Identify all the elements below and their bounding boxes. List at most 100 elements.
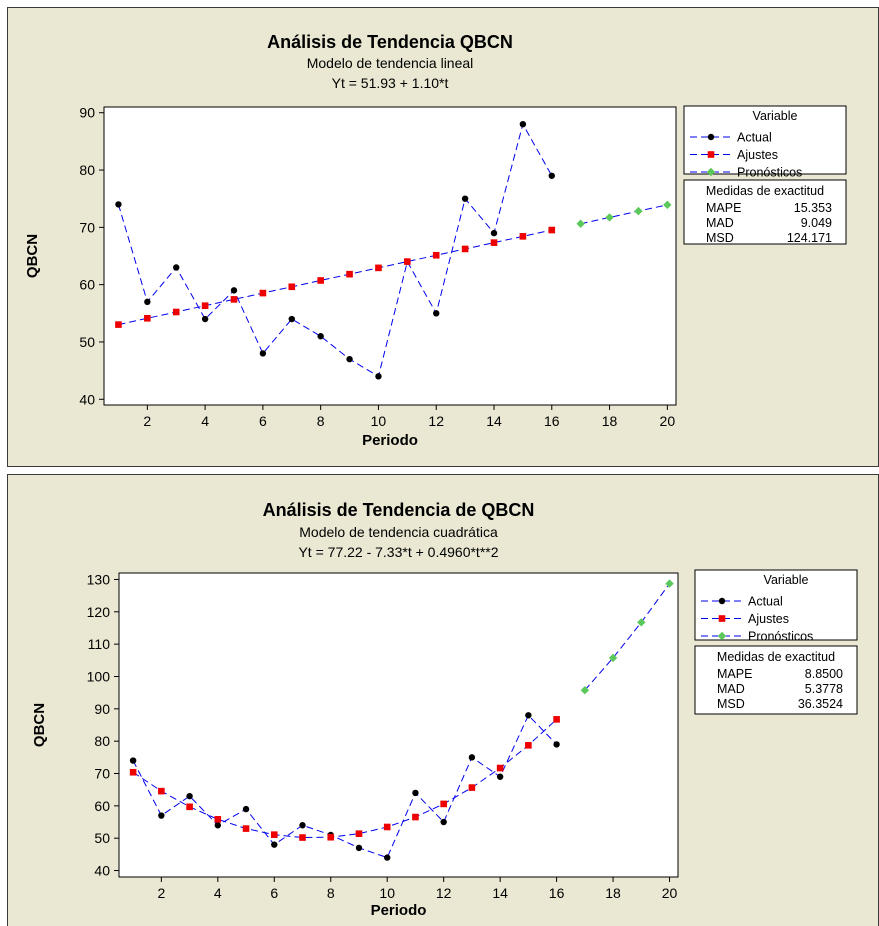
accuracy-value: 15.353 bbox=[794, 201, 832, 215]
data-point bbox=[271, 841, 278, 848]
data-point bbox=[288, 315, 295, 323]
chart-title: Análisis de Tendencia de QBCN bbox=[263, 500, 535, 520]
accuracy-label: MAD bbox=[717, 682, 745, 696]
x-tick-label: 8 bbox=[327, 885, 335, 901]
data-point bbox=[346, 270, 353, 278]
x-axis-label: Periodo bbox=[362, 432, 418, 449]
legend-marker-square bbox=[707, 151, 715, 158]
x-tick-label: 18 bbox=[605, 885, 621, 901]
x-tick-label: 14 bbox=[492, 885, 508, 901]
data-point bbox=[412, 789, 419, 797]
accuracy-title: Medidas de exactitud bbox=[706, 184, 824, 198]
data-point bbox=[404, 258, 411, 265]
x-tick-label: 14 bbox=[486, 413, 502, 429]
legend-title: Variable bbox=[764, 573, 809, 587]
x-tick-label: 18 bbox=[602, 413, 618, 429]
y-tick-label: 70 bbox=[79, 219, 95, 235]
data-point bbox=[605, 213, 614, 222]
series-line bbox=[132, 719, 557, 839]
x-tick-label: 10 bbox=[379, 885, 395, 901]
series-line bbox=[132, 714, 557, 859]
x-tick-label: 12 bbox=[436, 885, 452, 901]
series-ajustes bbox=[115, 226, 556, 328]
y-tick-label: 70 bbox=[94, 766, 110, 782]
x-tick-label: 2 bbox=[143, 413, 151, 429]
data-point bbox=[259, 350, 267, 357]
y-tick-label: 80 bbox=[94, 733, 110, 749]
x-tick-label: 6 bbox=[259, 413, 267, 429]
accuracy-label: MAPE bbox=[706, 201, 741, 215]
legend-label: Ajustes bbox=[748, 612, 789, 626]
data-point bbox=[129, 768, 137, 776]
data-point bbox=[201, 315, 209, 323]
data-point bbox=[490, 229, 498, 237]
data-point bbox=[186, 803, 193, 811]
data-point bbox=[412, 813, 419, 821]
data-point bbox=[519, 233, 527, 240]
data-point bbox=[553, 741, 560, 748]
y-tick-label: 60 bbox=[79, 277, 95, 293]
data-point bbox=[548, 172, 555, 179]
x-tick-label: 16 bbox=[549, 885, 565, 901]
legend-label: Actual bbox=[748, 595, 783, 609]
y-tick-label: 90 bbox=[94, 701, 110, 717]
data-point bbox=[576, 219, 585, 228]
data-point bbox=[299, 834, 306, 841]
data-point bbox=[440, 818, 447, 826]
x-tick-label: 2 bbox=[157, 885, 165, 901]
legend-box bbox=[694, 569, 858, 641]
accuracy-value: 8.8500 bbox=[805, 667, 843, 681]
accuracy-title: Medidas de exactitud bbox=[717, 650, 835, 664]
data-point bbox=[519, 120, 527, 128]
legend-marker-circle bbox=[707, 133, 715, 141]
data-point bbox=[496, 764, 504, 772]
data-point bbox=[327, 833, 335, 841]
data-point bbox=[230, 287, 238, 294]
data-point bbox=[214, 822, 222, 829]
accuracy-value: 5.3778 bbox=[805, 682, 843, 696]
accuracy-box bbox=[683, 179, 847, 245]
data-point bbox=[270, 831, 278, 838]
data-point bbox=[172, 308, 180, 316]
chart-panel-quadratic: Análisis de Tendencia de QBCN Modelo de t… bbox=[7, 474, 879, 926]
data-point bbox=[158, 787, 165, 795]
accuracy-label: MSD bbox=[717, 697, 745, 711]
data-point bbox=[317, 333, 324, 340]
data-point bbox=[288, 283, 296, 291]
data-point bbox=[375, 264, 382, 272]
x-tick-label: 20 bbox=[662, 885, 678, 901]
data-point bbox=[214, 816, 222, 823]
y-axis-label: QBCN bbox=[24, 234, 41, 278]
data-point bbox=[375, 373, 382, 380]
legend-marker-square bbox=[718, 615, 726, 622]
legend-label: Pronósticos bbox=[737, 166, 802, 180]
data-point bbox=[663, 200, 672, 210]
y-tick-label: 50 bbox=[94, 830, 110, 846]
data-point bbox=[468, 754, 476, 761]
data-point bbox=[468, 784, 476, 791]
y-axis-label: QBCN bbox=[31, 703, 48, 747]
data-point bbox=[355, 830, 363, 837]
data-point bbox=[242, 805, 250, 813]
y-tick-label: 40 bbox=[94, 863, 110, 879]
data-point bbox=[634, 206, 643, 216]
legend-label: Pronósticos bbox=[748, 630, 813, 644]
accuracy-label: MSD bbox=[706, 231, 734, 245]
data-point bbox=[242, 825, 250, 832]
series-line bbox=[117, 122, 553, 378]
accuracy-value: 124.171 bbox=[787, 231, 832, 245]
data-point bbox=[440, 800, 447, 808]
y-tick-label: 120 bbox=[87, 604, 111, 620]
series-pronosticos bbox=[576, 200, 672, 228]
data-point bbox=[317, 277, 324, 284]
x-tick-label: 10 bbox=[371, 413, 387, 429]
data-point bbox=[525, 742, 532, 749]
y-tick-label: 130 bbox=[87, 571, 111, 587]
accuracy-label: MAD bbox=[706, 216, 734, 230]
data-point bbox=[144, 314, 151, 322]
data-point bbox=[461, 195, 469, 202]
y-tick-label: 100 bbox=[87, 668, 111, 684]
chart-subtitle: Modelo de tendencia cuadrática bbox=[299, 524, 498, 540]
data-point bbox=[490, 239, 498, 246]
data-point bbox=[461, 245, 469, 253]
